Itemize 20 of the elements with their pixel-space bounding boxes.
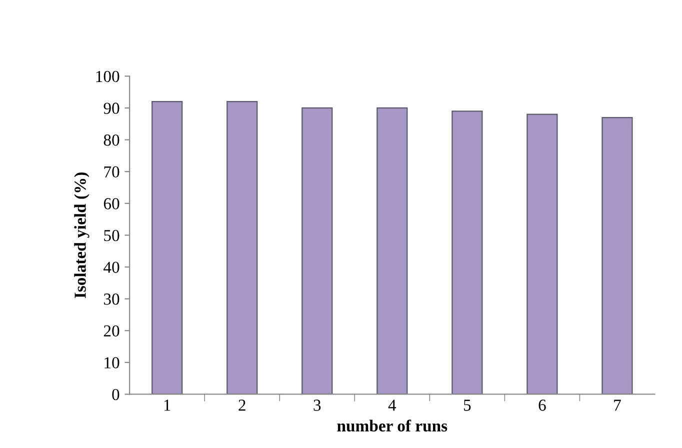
y-tick-label: 50 bbox=[104, 230, 120, 242]
y-tick-label: 20 bbox=[104, 325, 120, 337]
x-tick-label: 5 bbox=[464, 400, 471, 411]
y-tick-label: 60 bbox=[104, 198, 120, 210]
x-tick-label: 1 bbox=[164, 400, 170, 411]
y-tick-label: 10 bbox=[104, 357, 120, 368]
y-tick-label: 90 bbox=[104, 102, 120, 114]
x-tick-label: 2 bbox=[238, 400, 246, 411]
y-tick-label: 0 bbox=[112, 388, 120, 400]
y-tick-label: 80 bbox=[104, 134, 120, 146]
y-tick-label: 30 bbox=[104, 294, 120, 305]
y-tick-label: 70 bbox=[104, 166, 120, 178]
x-tick-label: 7 bbox=[614, 400, 621, 411]
x-tick-label: 3 bbox=[314, 400, 321, 411]
y-tick-label: 100 bbox=[96, 70, 120, 82]
x-tick-label: 6 bbox=[538, 400, 546, 411]
y-tick-label: 40 bbox=[104, 262, 120, 273]
x-tick-label: 4 bbox=[388, 400, 396, 411]
y-axis-title: Isolated yield (%) bbox=[74, 172, 90, 298]
x-axis-title: number of runs bbox=[337, 420, 448, 432]
